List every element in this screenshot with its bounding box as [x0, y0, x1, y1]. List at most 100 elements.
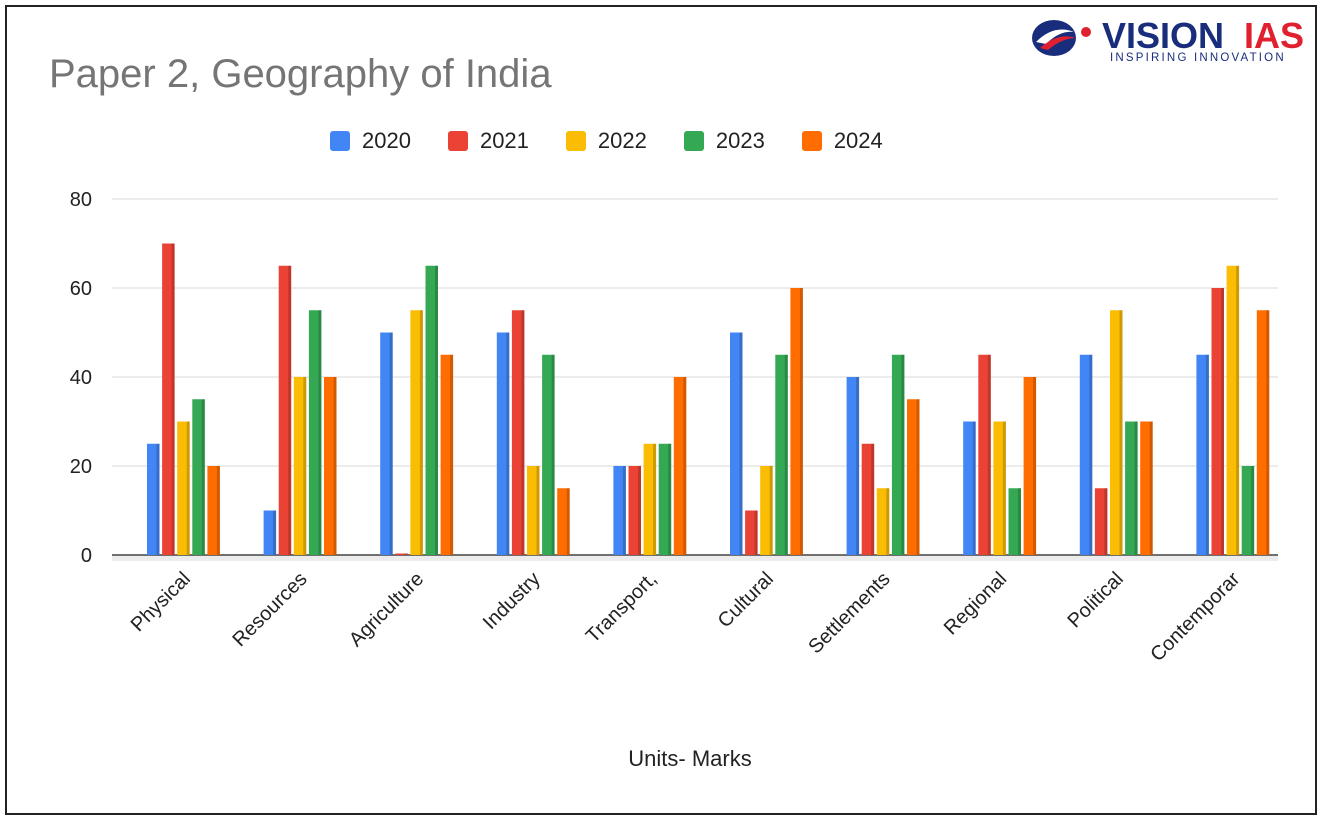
y-tick-label: 40: [70, 367, 92, 389]
legend-swatch: [447, 131, 468, 151]
bar-2024-cultural: [790, 288, 803, 555]
bar-shade: [972, 421, 976, 555]
legend-label: 2023: [715, 128, 765, 153]
bar-2021-physical: [162, 243, 175, 555]
bar-shade: [333, 377, 337, 555]
y-tick-label: 60: [70, 278, 92, 300]
chart-title: Paper 2, Geography of India: [49, 52, 552, 96]
bar-shade: [1119, 310, 1123, 555]
legend-swatch: [801, 131, 822, 151]
legend-swatch: [330, 131, 350, 151]
x-tick-label: Physical: [127, 568, 195, 636]
bar-shade: [536, 466, 540, 555]
bar-shade: [622, 466, 626, 555]
bar-shade: [389, 332, 393, 555]
legend-swatch: [565, 131, 586, 151]
legend-label: 2020: [362, 128, 411, 153]
bar-2020-political: [1079, 354, 1093, 555]
legend-label: 2022: [597, 128, 647, 153]
bar-2020-physical: [147, 443, 160, 555]
x-tick-label: Regional: [940, 568, 1011, 639]
bar-shade: [901, 354, 905, 555]
bar-shade: [551, 354, 555, 555]
bar-2024-regional: [1023, 377, 1037, 555]
bar-2021-contemporar: [1211, 288, 1224, 555]
bar-2021-regional: [978, 354, 991, 555]
bar-2022-resources: [293, 377, 307, 555]
bar-shade: [784, 354, 788, 555]
bar-2022-agriculture: [410, 310, 423, 555]
bar-2023-industry: [542, 354, 555, 555]
bar-shade: [1033, 377, 1037, 555]
bar-2023-resources: [308, 310, 322, 555]
bar-2021-agriculture: [395, 553, 408, 555]
bar-2023-contemporar: [1241, 466, 1255, 555]
bar-shade: [201, 399, 205, 555]
visionias-logo: VISION IAS INSPIRING INNOVATION: [1030, 14, 1310, 70]
bar-2024-agriculture: [440, 354, 454, 555]
logo-wordmark-ias: IAS: [1244, 15, 1305, 56]
bar-shade: [506, 332, 510, 555]
bar-shade: [739, 332, 743, 555]
bar-shade: [273, 510, 277, 555]
legend-label: 2024: [833, 128, 883, 153]
bar-shade: [1104, 488, 1108, 555]
bar-2024-political: [1140, 421, 1153, 555]
bar-shade: [1002, 421, 1006, 555]
bar-2022-transport: [643, 443, 657, 555]
x-tick-label: Cultural: [714, 568, 778, 632]
bar-2024-contemporar: [1256, 310, 1270, 555]
bar-shade: [638, 466, 641, 555]
bar-2024-industry: [557, 488, 570, 555]
legend-item-2024: 2024: [801, 128, 883, 154]
bar-2020-cultural: [730, 332, 743, 555]
bar-2022-regional: [993, 421, 1006, 555]
bar-shade: [419, 310, 423, 555]
bar-2023-transport: [658, 443, 672, 555]
legend-item-2023: 2023: [683, 128, 765, 154]
y-tick-label: 20: [70, 456, 92, 478]
bar-2020-resources: [263, 510, 277, 555]
bar-2024-physical: [207, 466, 220, 555]
bar-2024-settlements: [907, 399, 920, 555]
legend-item-2020: 2020: [330, 128, 411, 154]
bar-shade: [450, 354, 454, 555]
bar-shade: [1251, 466, 1255, 555]
bar-shade: [186, 421, 190, 555]
bar-2021-cultural: [745, 510, 758, 555]
bar-2020-agriculture: [380, 332, 393, 555]
bar-2020-regional: [963, 421, 976, 555]
bar-shade: [1221, 288, 1224, 555]
bar-shade: [987, 354, 991, 555]
bar-2022-political: [1110, 310, 1123, 555]
x-tick-label: Settlements: [804, 568, 894, 658]
legend-item-2021: 2021: [447, 128, 529, 154]
logo-globe-icon: [1032, 20, 1091, 56]
x-tick-label: Agriculture: [345, 568, 428, 651]
bar-shade: [871, 443, 875, 555]
bar-2022-industry: [527, 466, 540, 555]
bar-2023-physical: [192, 399, 205, 555]
bar-shade: [566, 488, 570, 555]
bar-shade: [1236, 265, 1240, 555]
bar-shade: [171, 243, 175, 555]
bar-2020-settlements: [846, 377, 860, 555]
bar-2023-cultural: [775, 354, 788, 555]
bar-shade: [318, 310, 322, 555]
legend-label: 2021: [479, 128, 529, 153]
bar-2020-transport: [613, 466, 626, 555]
plot-floor: [112, 555, 1278, 561]
x-tick-label: Industry: [479, 568, 545, 634]
chart-legend: 2020 2021 2022 2023 2024: [330, 124, 920, 158]
bar-shade: [288, 265, 292, 555]
bar-2023-agriculture: [425, 265, 438, 555]
bar-2022-settlements: [876, 488, 890, 555]
x-tick-label: Political: [1063, 568, 1127, 632]
bar-shade: [1018, 488, 1021, 555]
bar-shade: [1266, 310, 1270, 555]
bar-shade: [1149, 421, 1153, 555]
bar-2021-resources: [278, 265, 292, 555]
bar-shade: [886, 488, 890, 555]
y-tick-label: 0: [81, 545, 92, 567]
logo-tagline: INSPIRING INNOVATION: [1110, 52, 1286, 64]
